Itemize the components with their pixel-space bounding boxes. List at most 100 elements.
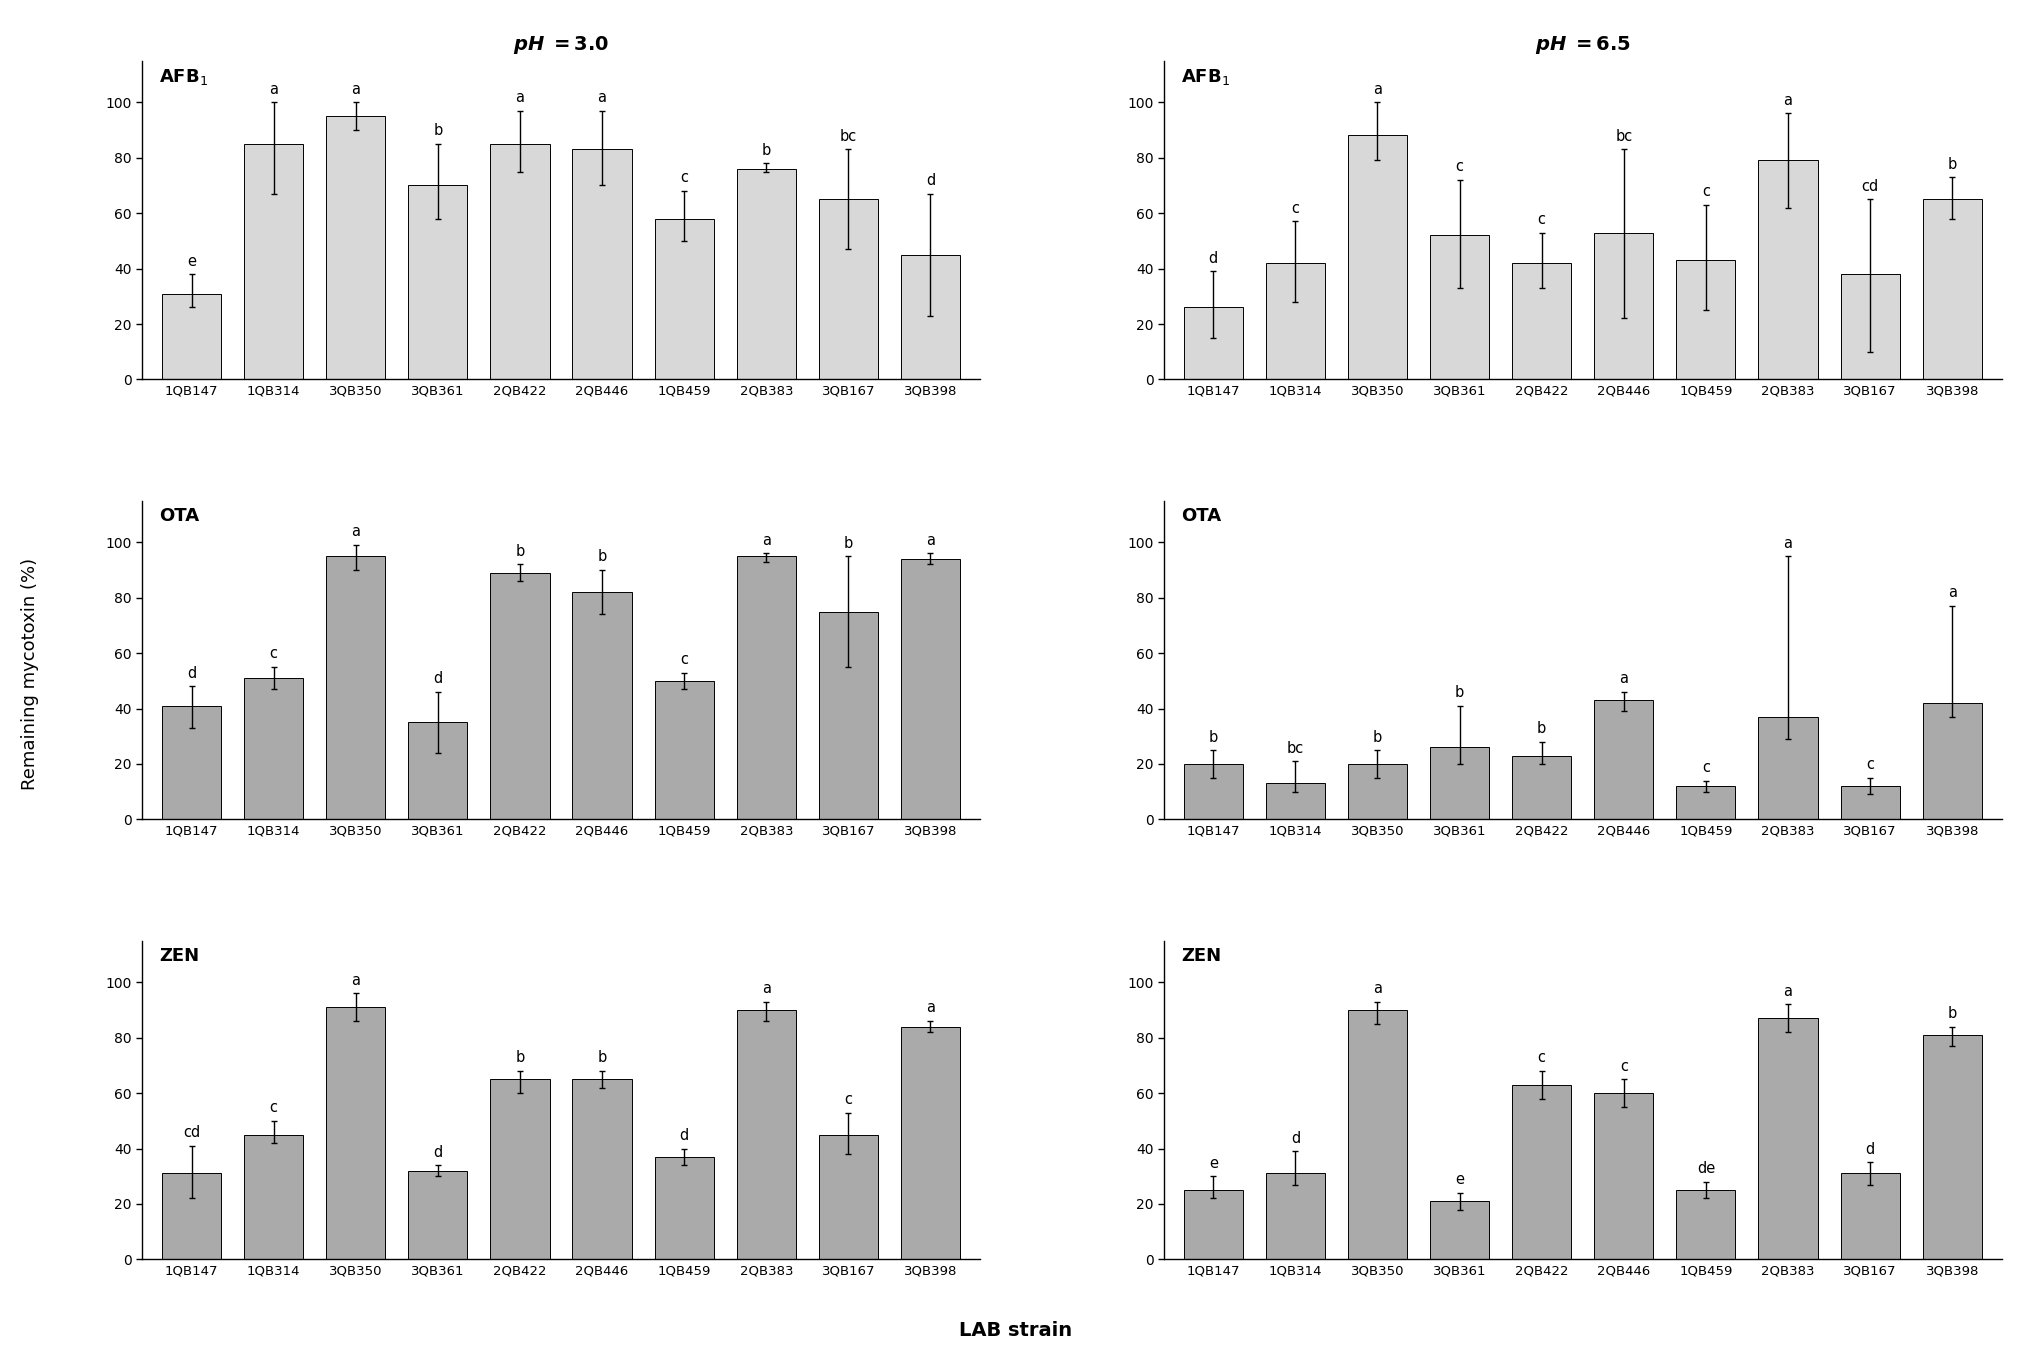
Title: $\bfit{pH}$ $\mathbf{= 6.5}$: $\bfit{pH}$ $\mathbf{= 6.5}$ <box>1534 34 1630 55</box>
Text: d: d <box>433 671 443 687</box>
Bar <box>1347 136 1406 380</box>
Bar <box>244 144 303 380</box>
Bar <box>900 559 959 819</box>
Text: a: a <box>352 973 360 987</box>
Text: d: d <box>927 174 935 189</box>
Text: c: c <box>1620 1059 1628 1074</box>
Bar <box>1841 787 1900 819</box>
Text: e: e <box>1455 1172 1465 1187</box>
Text: a: a <box>1949 586 1957 601</box>
Bar <box>163 1173 221 1259</box>
Bar <box>1266 784 1325 819</box>
Text: de: de <box>1697 1161 1715 1176</box>
Bar <box>1758 1018 1817 1259</box>
Text: c: c <box>1538 1051 1546 1065</box>
Text: OTA: OTA <box>1181 506 1221 525</box>
Text: a: a <box>927 1001 935 1016</box>
Bar <box>654 1157 713 1259</box>
Text: b: b <box>1536 721 1546 737</box>
Bar <box>1758 717 1817 819</box>
Text: LAB strain: LAB strain <box>959 1321 1073 1340</box>
Text: c: c <box>1703 185 1709 199</box>
Text: b: b <box>1374 730 1382 745</box>
Text: e: e <box>187 253 195 268</box>
Bar <box>1676 260 1735 380</box>
Text: cd: cd <box>1861 179 1880 194</box>
Bar <box>1922 1034 1981 1259</box>
Bar <box>900 255 959 380</box>
Text: b: b <box>516 544 524 559</box>
Bar <box>327 1008 386 1259</box>
Bar <box>327 556 386 819</box>
Bar <box>654 218 713 380</box>
Bar <box>327 116 386 380</box>
Text: a: a <box>762 981 770 995</box>
Text: a: a <box>352 82 360 97</box>
Bar <box>1758 160 1817 380</box>
Bar <box>490 1079 549 1259</box>
Bar <box>819 612 878 819</box>
Text: a: a <box>1784 983 1792 999</box>
Bar <box>1595 700 1654 819</box>
Text: c: c <box>845 1092 851 1107</box>
Text: d: d <box>1865 1142 1876 1157</box>
Text: c: c <box>270 647 278 661</box>
Bar <box>1676 1191 1735 1259</box>
Bar <box>244 678 303 819</box>
Text: b: b <box>762 143 770 158</box>
Text: c: c <box>681 170 689 186</box>
Bar <box>1266 1173 1325 1259</box>
Bar <box>573 593 632 819</box>
Text: a: a <box>927 533 935 548</box>
Text: d: d <box>1290 1130 1300 1146</box>
Bar <box>738 168 797 380</box>
Text: b: b <box>597 550 608 564</box>
Bar <box>1512 1084 1571 1259</box>
Bar <box>1595 233 1654 380</box>
Bar <box>1676 787 1735 819</box>
Text: b: b <box>433 123 443 139</box>
Bar <box>738 1010 797 1259</box>
Text: Remaining mycotoxin (%): Remaining mycotoxin (%) <box>22 558 39 789</box>
Bar <box>573 1079 632 1259</box>
Text: a: a <box>762 533 770 548</box>
Text: d: d <box>1209 251 1217 265</box>
Text: b: b <box>597 1051 608 1065</box>
Bar <box>1347 1010 1406 1259</box>
Text: a: a <box>352 524 360 539</box>
Text: ZEN: ZEN <box>158 947 199 964</box>
Bar <box>1841 1173 1900 1259</box>
Text: a: a <box>1374 82 1382 97</box>
Text: cd: cd <box>183 1125 199 1140</box>
Bar <box>900 1026 959 1259</box>
Text: d: d <box>433 1145 443 1160</box>
Text: OTA: OTA <box>158 506 199 525</box>
Text: a: a <box>268 82 278 97</box>
Text: c: c <box>1538 211 1546 226</box>
Text: d: d <box>679 1127 689 1144</box>
Bar <box>1431 1202 1489 1259</box>
Text: a: a <box>1784 536 1792 551</box>
Bar <box>1431 236 1489 380</box>
Bar <box>819 199 878 380</box>
Bar <box>819 1134 878 1259</box>
Text: b: b <box>516 1051 524 1065</box>
Bar <box>490 144 549 380</box>
Text: b: b <box>1209 730 1217 745</box>
Text: bc: bc <box>1286 741 1305 756</box>
Bar <box>1595 1094 1654 1259</box>
Text: b: b <box>843 536 853 551</box>
Bar <box>1922 703 1981 819</box>
Text: b: b <box>1947 1006 1957 1021</box>
Text: bc: bc <box>1615 129 1632 144</box>
Bar <box>1347 764 1406 819</box>
Text: b: b <box>1455 686 1465 700</box>
Text: d: d <box>187 665 197 680</box>
Title: $\bfit{pH}$ $\mathbf{= 3.0}$: $\bfit{pH}$ $\mathbf{= 3.0}$ <box>512 34 610 55</box>
Bar <box>1431 748 1489 819</box>
Text: ZEN: ZEN <box>1181 947 1221 964</box>
Bar <box>408 186 467 380</box>
Bar <box>1185 764 1244 819</box>
Bar <box>163 294 221 380</box>
Text: b: b <box>1947 156 1957 171</box>
